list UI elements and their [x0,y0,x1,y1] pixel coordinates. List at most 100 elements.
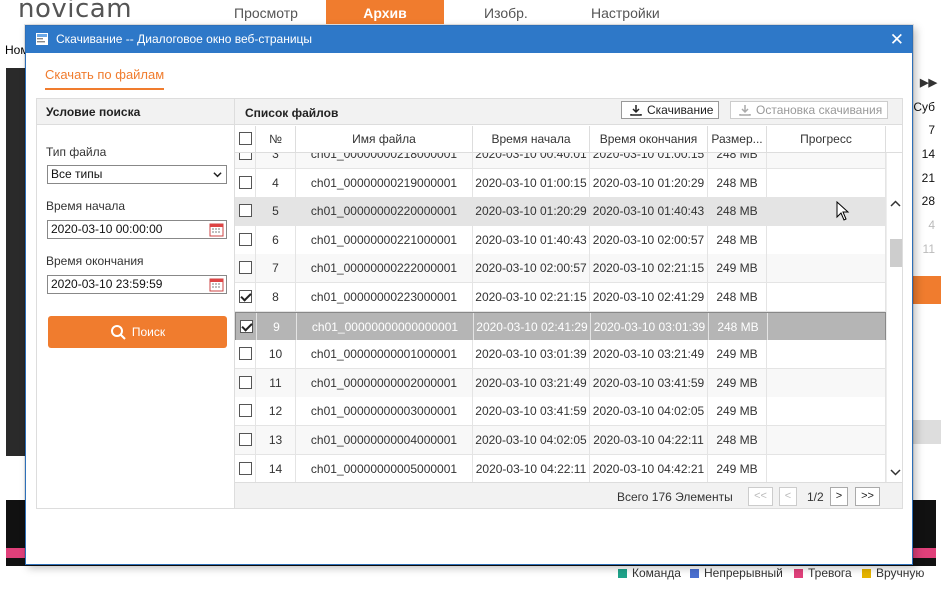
cell-number: 10 [256,340,296,370]
cell-end-time: 2020-03-10 02:21:15 [590,254,708,284]
cell-end-time: 2020-03-10 03:01:39 [591,312,709,342]
file-type-value: Все типы [51,167,103,181]
row-select-cell[interactable] [235,426,256,455]
select-all-checkbox[interactable] [238,132,252,145]
cell-file-name: ch01_00000000223000001 [296,283,473,312]
row-select-cell[interactable] [235,397,256,427]
start-time-input[interactable]: 2020-03-10 00:00:00 [47,220,227,239]
cell-number: 9 [257,312,297,342]
col-progress[interactable]: Прогресс [767,126,886,153]
table-row[interactable]: 9 ch01_00000000000000001 2020-03-10 02:41:… [235,311,886,342]
table-row[interactable]: 7 ch01_00000000222000001 2020-03-10 02:00:… [235,254,886,284]
last-page-button[interactable]: >> [855,487,880,506]
first-page-button[interactable]: << [748,487,773,506]
close-icon[interactable]: ✕ [889,30,904,49]
cell-size: 248 MB [708,153,767,169]
table-row[interactable]: 8 ch01_00000000223000001 2020-03-10 02:21:… [235,283,886,312]
app-logo: novicam [18,0,133,24]
nav-tab-archive[interactable]: Архив [326,0,444,24]
legend-swatch-icon [794,569,803,578]
row-select-cell[interactable] [235,225,256,255]
tab-download-by-files[interactable]: Скачать по файлам [45,67,165,90]
search-button-label: Поиск [131,325,166,339]
row-select-cell[interactable] [235,454,256,482]
table-row[interactable]: 3 ch01_00000000218000001 2020-03-10 00:40:… [235,153,886,169]
cell-start-time: 2020-03-10 01:00:15 [473,168,590,198]
app-header: novicam Просмотр Архив Изобр. Настройки [0,0,941,24]
table-row[interactable]: 13 ch01_00000000004000001 2020-03-10 04:02… [235,426,886,455]
row-checkbox[interactable] [239,319,253,333]
table-row[interactable]: 12 ch01_00000000003000001 2020-03-10 03:41… [235,397,886,427]
row-select-cell[interactable] [235,340,256,370]
table-row[interactable]: 5 ch01_00000000220000001 2020-03-10 01:20:… [235,197,886,227]
row-select-cell[interactable] [236,312,257,342]
scroll-down-icon[interactable] [889,467,902,477]
search-button[interactable]: Поиск [48,316,227,348]
col-number[interactable]: № [256,126,296,153]
file-list-header: Список файлов Скачивание Остановка скачи… [235,99,902,125]
row-select-cell[interactable] [235,153,256,169]
next-page-button[interactable]: > [830,487,848,506]
row-checkbox[interactable] [238,232,252,246]
nav-tab-image[interactable]: Изобр. [484,5,528,21]
row-checkbox[interactable] [238,433,252,446]
row-checkbox[interactable] [238,175,252,189]
search-button-bg[interactable] [912,276,941,304]
scroll-up-icon[interactable] [889,199,902,209]
row-checkbox[interactable] [238,204,252,218]
select-all-cell[interactable] [235,126,256,153]
cell-start-time: 2020-03-10 01:20:29 [473,197,590,227]
download-button[interactable]: Скачивание [621,101,720,119]
table-row[interactable]: 11 ch01_00000000002000001 2020-03-10 03:21… [235,368,886,398]
cell-start-time: 2020-03-10 00:40:01 [473,153,590,169]
row-checkbox[interactable] [238,461,252,475]
row-select-cell[interactable] [235,197,256,227]
calendar-day[interactable]: 7 [928,123,935,137]
row-select-cell[interactable] [235,254,256,284]
col-size[interactable]: Размер... [708,126,767,153]
cell-size: 248 MB [708,283,767,312]
table-row[interactable]: 10 ch01_00000000001000001 2020-03-10 03:01… [235,340,886,370]
col-end-time[interactable]: Время окончания [590,126,708,153]
file-list-title: Список файлов [245,106,339,120]
row-checkbox[interactable] [238,404,252,418]
row-select-cell[interactable] [235,168,256,198]
row-checkbox[interactable] [238,347,252,361]
row-select-cell[interactable] [235,368,256,398]
vertical-scrollbar[interactable] [886,153,902,482]
col-file-name[interactable]: Имя файла [296,126,473,153]
calendar-day[interactable]: 14 [921,147,935,161]
calendar-day[interactable]: 28 [921,194,935,208]
calendar-day[interactable]: 21 [921,171,935,185]
file-type-select[interactable]: Все типы [47,165,227,184]
row-checkbox[interactable] [238,261,252,275]
prev-page-button[interactable]: < [779,487,797,506]
calendar-next-icon[interactable]: ▶▶ [920,77,937,89]
nav-tab-settings[interactable]: Настройки [591,5,660,21]
calendar-day[interactable]: 4 [928,218,935,232]
cell-progress [767,368,886,398]
download-dialog: Скачивание -- Диалоговое окно веб-страни… [25,25,913,565]
calendar-icon[interactable] [209,277,224,292]
table-row[interactable]: 4 ch01_00000000219000001 2020-03-10 01:00:… [235,168,886,198]
row-select-cell[interactable] [235,283,256,312]
calendar-day[interactable]: 11 [922,242,935,256]
end-time-input[interactable]: 2020-03-10 23:59:59 [47,275,227,294]
cell-end-time: 2020-03-10 03:21:49 [590,340,708,370]
stop-download-button[interactable]: Остановка скачивания [730,101,889,119]
cell-size: 248 MB [708,197,767,227]
col-start-time[interactable]: Время начала [473,126,590,153]
end-time-value: 2020-03-10 23:59:59 [51,277,163,291]
scroll-thumb[interactable] [890,239,902,267]
row-checkbox[interactable] [238,153,252,160]
table-row[interactable]: 14 ch01_00000000005000001 2020-03-10 04:22… [235,454,886,482]
row-checkbox[interactable] [238,290,252,303]
cell-size: 249 MB [708,397,767,427]
cell-file-name: ch01_00000000004000001 [296,426,473,455]
table-row[interactable]: 6 ch01_00000000221000001 2020-03-10 01:40:… [235,225,886,255]
cell-file-name: ch01_00000000005000001 [296,454,473,482]
page-indicator: 1/2 [807,490,824,504]
nav-tab-view[interactable]: Просмотр [234,5,298,21]
row-checkbox[interactable] [238,375,252,389]
calendar-icon[interactable] [209,222,224,237]
